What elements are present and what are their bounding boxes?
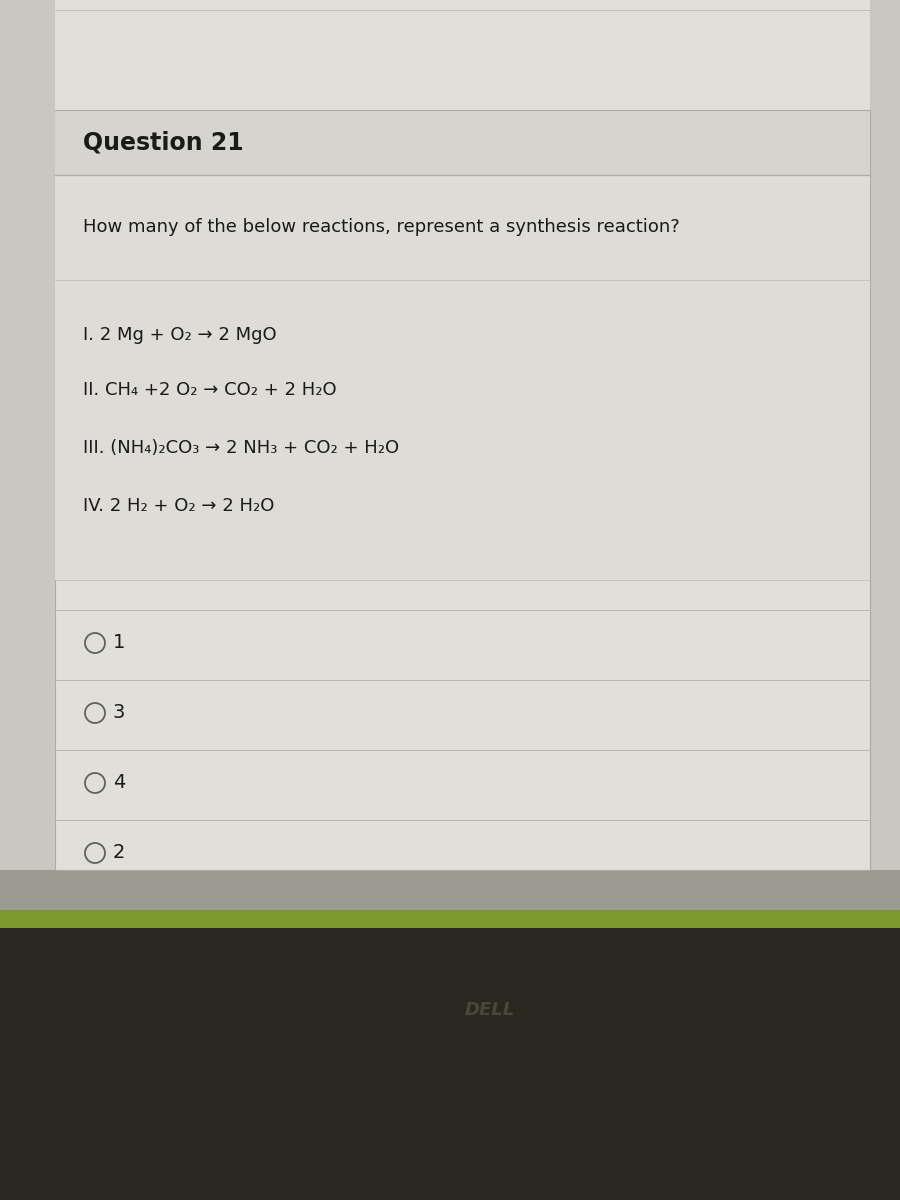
Bar [0, 928, 900, 1200]
Bar [55, 110, 870, 870]
Bar [0, 870, 900, 910]
Text: 2: 2 [113, 844, 125, 863]
Text: How many of the below reactions, represent a synthesis reaction?: How many of the below reactions, represe… [83, 218, 680, 236]
Text: 4: 4 [113, 774, 125, 792]
Bar [55, 280, 870, 580]
Text: 1: 1 [113, 634, 125, 653]
Text: DELL: DELL [465, 1001, 515, 1019]
Text: Question 21: Question 21 [83, 131, 244, 155]
Text: IV. 2 H₂ + O₂ → 2 H₂O: IV. 2 H₂ + O₂ → 2 H₂O [83, 497, 274, 515]
Bar [55, 0, 870, 110]
Text: II. CH₄ +2 O₂ → CO₂ + 2 H₂O: II. CH₄ +2 O₂ → CO₂ + 2 H₂O [83, 382, 337, 398]
Text: III. (NH₄)₂CO₃ → 2 NH₃ + CO₂ + H₂O: III. (NH₄)₂CO₃ → 2 NH₃ + CO₂ + H₂O [83, 439, 399, 457]
Bar [0, 910, 900, 928]
Bar [55, 110, 870, 175]
Text: 3: 3 [113, 703, 125, 722]
Text: I. 2 Mg + O₂ → 2 MgO: I. 2 Mg + O₂ → 2 MgO [83, 326, 276, 344]
Bar [55, 175, 870, 280]
